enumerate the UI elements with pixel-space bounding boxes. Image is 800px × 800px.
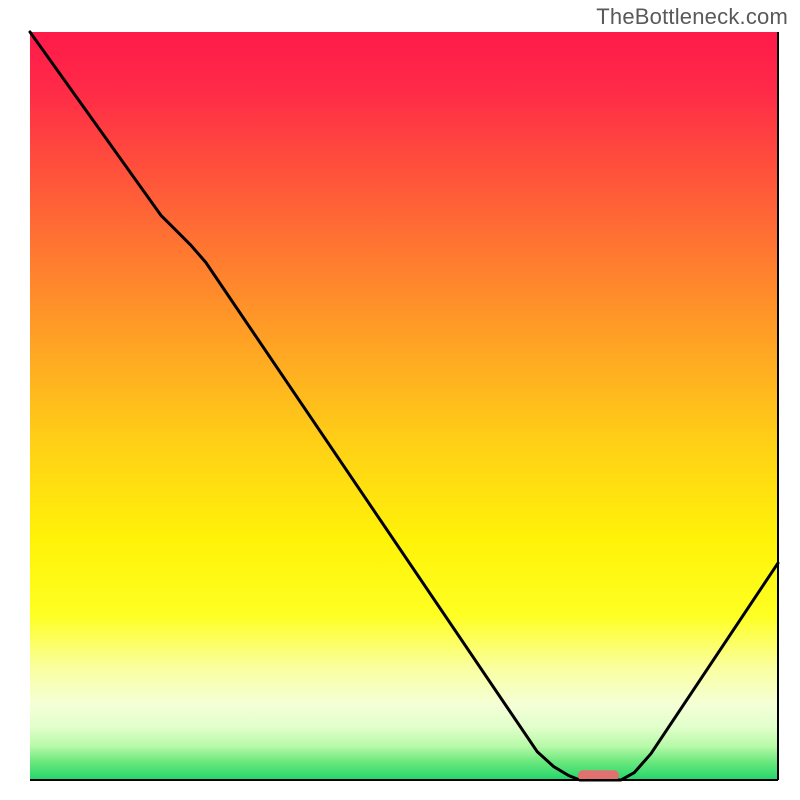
bottleneck-chart: [0, 0, 800, 800]
gradient-background: [30, 32, 778, 780]
watermark-text: TheBottleneck.com: [596, 4, 788, 30]
chart-container: TheBottleneck.com: [0, 0, 800, 800]
